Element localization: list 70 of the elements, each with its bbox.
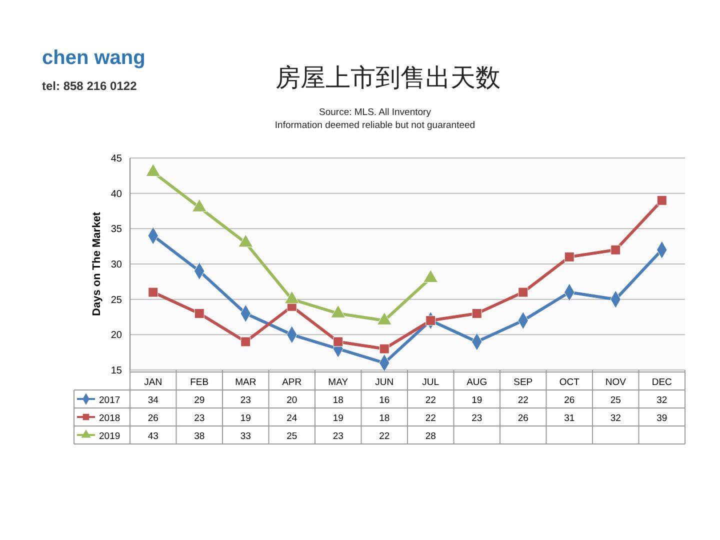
data-label: 26 (148, 413, 158, 424)
data-label: 22 (379, 431, 390, 442)
data-label: 19 (472, 395, 482, 406)
chart-title: 房屋上市到售出天数 (276, 63, 500, 92)
text: tel: 858 216 0122 (42, 79, 138, 93)
data-label: 19 (240, 413, 251, 424)
data-label: 43 (148, 431, 158, 442)
y-tick-label: 45 (110, 154, 122, 164)
data-label: 25 (610, 395, 621, 406)
data-label: 18 (379, 413, 390, 424)
data-label: 32 (610, 413, 621, 424)
y-tick-label: 40 (110, 188, 122, 200)
y-axis-title: Days on The Market (91, 212, 103, 316)
chart-subtitle: Source: MLS. All Inventory Information deemed reliable but not guaranteed (274, 107, 476, 131)
legend-label: 2017 (99, 395, 120, 406)
data-label: 23 (240, 395, 251, 406)
data-label: 23 (194, 413, 205, 424)
data-label: 32 (656, 395, 668, 406)
data-label: 23 (332, 431, 344, 442)
data-label: 23 (472, 413, 482, 424)
point (656, 195, 667, 206)
data-label: 38 (194, 431, 205, 442)
x-tick-label: JUL (422, 377, 440, 388)
point (472, 308, 482, 318)
data-label: 25 (286, 431, 298, 442)
x-tick-label: MAR (235, 377, 256, 388)
data-label: 29 (194, 395, 205, 406)
legend-label: 2019 (99, 431, 120, 442)
x-tick-label: FEB (190, 377, 209, 388)
point (240, 336, 251, 347)
data-label: 22 (425, 413, 436, 424)
x-tick-label: JAN (144, 377, 162, 388)
data-label: 39 (656, 413, 668, 424)
legend-label: 2018 (99, 413, 120, 424)
data-label: 20 (286, 395, 298, 406)
point (426, 316, 436, 326)
point (379, 344, 390, 354)
x-tick-label: NOV (605, 377, 627, 388)
x-tick-label: APR (282, 377, 302, 388)
data-label: 19 (332, 413, 344, 424)
point (564, 252, 574, 262)
text: chen wang (42, 47, 146, 69)
x-tick-label: AUG (466, 377, 488, 388)
y-tick-label: 30 (110, 260, 122, 270)
data-label: 33 (240, 431, 251, 442)
point (148, 287, 158, 298)
y-tick-label: 20 (110, 330, 122, 342)
point (518, 287, 528, 298)
y-tick-label: 15 (110, 366, 122, 376)
y-tick-label: 25 (110, 294, 122, 306)
x-tick-label: OCT (559, 377, 580, 388)
data-label: 34 (148, 395, 158, 406)
data-label: 24 (286, 413, 298, 424)
data-label: 28 (425, 431, 436, 442)
point (146, 164, 161, 177)
data-label: 16 (379, 395, 390, 406)
point (194, 308, 204, 318)
data-label: 26 (564, 395, 575, 406)
data-label: 26 (518, 413, 528, 424)
data-label: 22 (518, 395, 528, 406)
data-label: 18 (332, 395, 344, 406)
y-tick-label: 35 (110, 224, 122, 236)
data-label: 31 (564, 413, 575, 424)
x-tick-label: DEC (652, 377, 672, 388)
point (333, 336, 344, 347)
data-label: 22 (425, 395, 436, 406)
x-tick-label: MAY (328, 377, 349, 388)
x-tick-label: JUN (375, 377, 394, 388)
point (610, 244, 621, 255)
x-tick-label: SEP (514, 377, 533, 388)
